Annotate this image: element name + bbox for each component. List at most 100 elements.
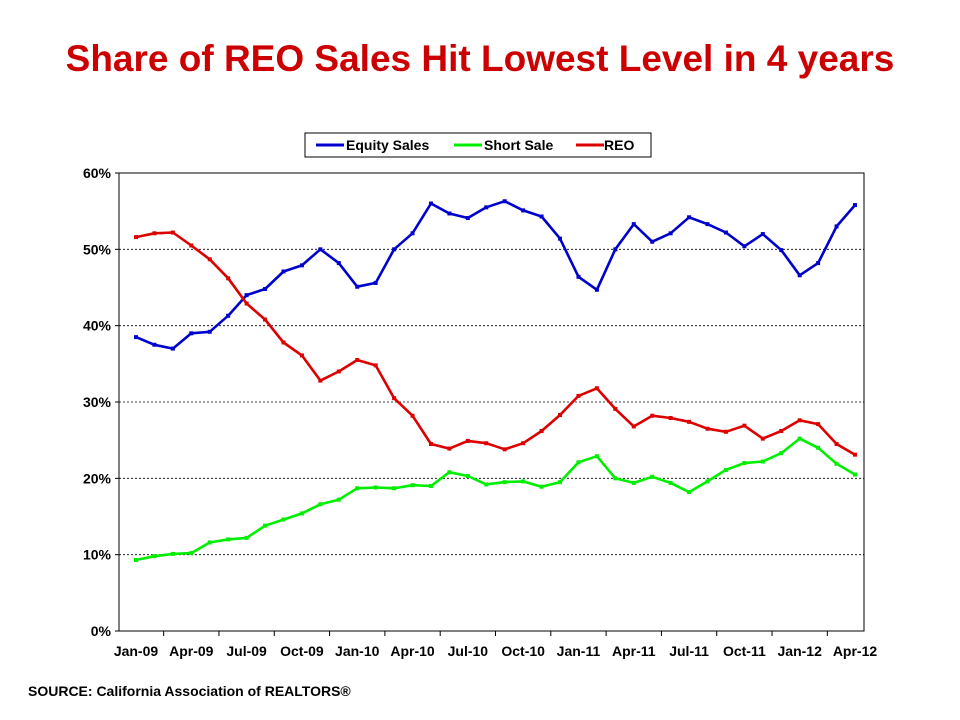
data-point [613,247,618,252]
series-short-sale [134,436,857,563]
source-note: SOURCE: California Association of REALTO… [28,683,351,699]
data-point [558,412,563,417]
data-point [281,269,286,274]
data-point [318,378,323,383]
data-point [853,452,857,457]
data-point [484,205,489,210]
data-point [723,429,728,434]
gridlines [119,248,864,556]
series-line [135,231,856,456]
x-tick-label: Jan-12 [778,643,823,659]
data-point [576,393,581,398]
data-point [816,261,821,266]
data-point [134,558,138,563]
data-point [687,215,692,220]
data-point [152,342,157,347]
data-point [226,537,231,542]
data-point [355,284,360,289]
data-point [428,201,433,206]
data-point [558,480,563,485]
data-point [152,554,157,559]
data-point [576,460,581,465]
data-point [336,497,341,502]
data-point [521,208,526,213]
x-tick-label: Jan-11 [557,643,601,659]
series-equity-sales [134,199,857,351]
data-point [631,480,636,485]
data-point [134,235,138,240]
data-point [170,346,175,351]
data-point [244,301,249,306]
data-point [853,472,857,477]
y-tick-label: 10% [83,547,112,563]
series-line [135,437,856,562]
data-point [521,479,526,484]
data-point [705,479,710,484]
data-point [723,230,728,235]
data-point [318,247,323,252]
data-point [631,222,636,227]
data-point [392,247,397,252]
x-tick-label: Apr-10 [390,643,435,659]
data-point [134,335,138,340]
x-tick-label: Oct-10 [501,643,545,659]
data-point [392,486,397,491]
data-point [226,313,231,318]
data-point [428,441,433,446]
data-point [687,490,692,495]
data-point [226,276,231,281]
data-point [853,203,857,208]
y-tick-label: 60% [83,165,112,181]
data-point [539,429,544,434]
y-tick-label: 40% [83,318,112,334]
data-point [816,445,821,450]
data-point [318,502,323,507]
data-point [594,454,599,459]
data-point [779,451,784,456]
data-point [760,459,765,464]
y-axis: 0% 10% 20% 30% 40% 50% 60% [83,165,119,639]
data-point [742,244,747,249]
data-point [410,231,415,236]
data-point [502,480,507,485]
data-point [594,287,599,292]
series-line [135,199,856,350]
x-tick-label: Apr-09 [169,643,214,659]
data-point [631,424,636,429]
data-point [797,418,802,423]
data-point [465,438,470,443]
legend-label: Equity Sales [346,137,429,153]
data-point [705,426,710,431]
data-point [263,523,268,528]
data-point [447,211,452,216]
data-point [207,329,212,334]
data-point [281,517,286,522]
data-point [668,416,673,421]
data-point [668,231,673,236]
data-point [594,386,599,391]
data-point [484,482,489,487]
data-point [834,461,839,466]
data-point [502,199,507,204]
data-point [410,483,415,488]
data-point [797,273,802,278]
x-tick-label: Jul-10 [448,643,489,659]
y-tick-label: 0% [91,623,112,639]
data-point [299,263,304,268]
data-point [742,461,747,466]
data-point [281,340,286,345]
y-tick-label: 30% [83,394,112,410]
data-point [207,540,212,545]
x-tick-label: Oct-11 [723,643,766,659]
data-point [428,483,433,488]
data-point [189,331,194,336]
x-tick-label: Jul-09 [226,643,267,659]
data-point [263,287,268,292]
data-point [373,485,378,490]
data-point [189,243,194,248]
data-point [797,436,802,441]
data-point [613,476,618,481]
x-tick-label: Apr-11 [612,643,656,659]
data-point [613,406,618,411]
